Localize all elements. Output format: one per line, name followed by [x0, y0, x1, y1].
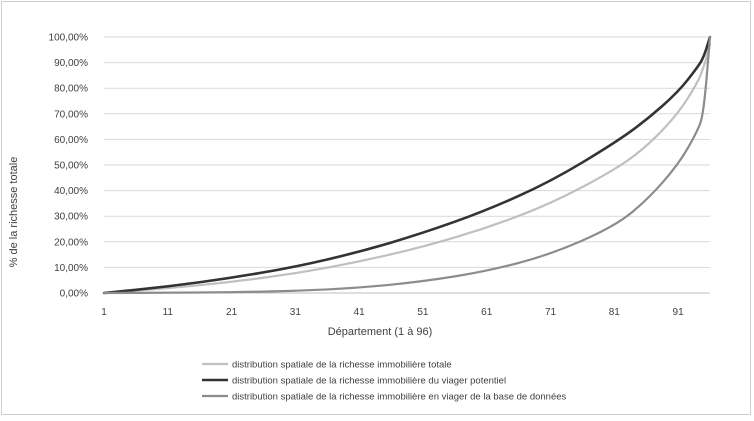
series-line	[102, 35, 712, 295]
y-tick-label: 100,00%	[49, 33, 89, 44]
x-tick-label: 61	[481, 307, 493, 318]
legend-entry: distribution spatiale de la richesse imm…	[232, 360, 452, 371]
line-chart: 0,00% 10,00% 20,00% 30,00% 40,00% 50,00% 60,00…	[8, 33, 712, 403]
x-tick-labels: 1 11 21 31 41 51 61 71 81 91	[101, 307, 684, 318]
series-lines	[102, 35, 712, 295]
gridlines	[104, 36, 710, 294]
x-tick-label: 11	[163, 307, 174, 318]
y-tick-label: 20,00%	[54, 237, 88, 248]
x-tick-label: 51	[417, 307, 429, 318]
x-tick-label: 41	[354, 307, 366, 318]
x-tick-label: 1	[101, 307, 107, 318]
x-tick-label: 91	[673, 307, 685, 318]
y-tick-label: 90,00%	[54, 58, 88, 69]
series-line	[102, 43, 712, 295]
x-tick-label: 71	[545, 307, 557, 318]
x-axis-title: Département (1 à 96)	[328, 326, 433, 338]
chart-frame: 0,00% 10,00% 20,00% 30,00% 40,00% 50,00% 60,00…	[1, 1, 751, 415]
y-tick-label: 60,00%	[54, 135, 88, 146]
y-tick-label: 50,00%	[54, 161, 88, 172]
legend-entry: distribution spatiale de la richesse imm…	[232, 392, 567, 403]
y-tick-label: 0,00%	[60, 289, 88, 300]
series-line	[102, 35, 712, 295]
y-tick-labels: 0,00% 10,00% 20,00% 30,00% 40,00% 50,00% 60,00…	[49, 33, 89, 300]
y-axis-title: % de la richesse totale	[8, 157, 20, 268]
x-tick-label: 21	[226, 307, 238, 318]
y-tick-label: 80,00%	[54, 84, 88, 95]
y-tick-label: 10,00%	[54, 263, 88, 274]
x-tick-label: 81	[609, 307, 621, 318]
y-tick-label: 70,00%	[54, 109, 88, 120]
y-tick-label: 40,00%	[54, 186, 88, 197]
y-tick-label: 30,00%	[54, 212, 88, 223]
x-tick-label: 31	[290, 307, 302, 318]
legend: distribution spatiale de la richesse imm…	[202, 360, 567, 403]
legend-entry: distribution spatiale de la richesse imm…	[232, 376, 506, 387]
